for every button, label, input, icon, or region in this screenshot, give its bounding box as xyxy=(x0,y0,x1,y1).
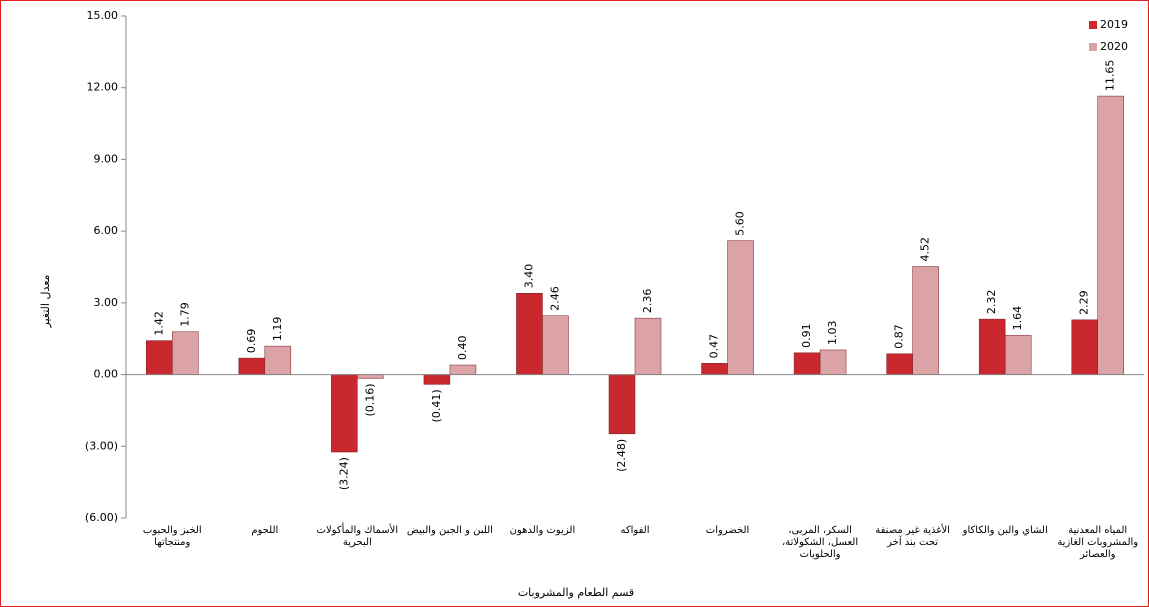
value-label: (3.24) xyxy=(337,457,350,490)
bar xyxy=(886,353,913,375)
x-tick-label: المياه المعدنية والمشروبات الغازية والعص… xyxy=(1057,525,1139,560)
value-label: 0.47 xyxy=(708,334,721,359)
legend-swatch xyxy=(1089,21,1097,29)
value-label: 2.46 xyxy=(548,286,561,311)
bar xyxy=(542,315,569,375)
x-tick-label: اللحوم xyxy=(251,525,279,536)
value-label: (0.41) xyxy=(430,389,443,422)
y-tick-label: 6.00 xyxy=(94,224,119,237)
legend-swatch xyxy=(1089,43,1097,51)
value-label: 4.52 xyxy=(919,237,932,262)
value-label: (0.16) xyxy=(363,383,376,416)
y-tick-label: (6.00) xyxy=(85,511,118,524)
y-tick-label: 0.00 xyxy=(94,368,119,381)
y-axis-title: معدل التغير xyxy=(39,274,52,328)
bar xyxy=(1097,95,1124,375)
bar xyxy=(978,318,1006,375)
bar xyxy=(516,293,543,375)
value-label: 1.19 xyxy=(271,317,284,342)
value-label: 0.69 xyxy=(245,329,258,354)
y-tick-label: 12.00 xyxy=(87,81,119,94)
x-tick-label: الخبز والحبوب ومنتجاتها xyxy=(142,525,202,548)
x-tick-label: الفواكه xyxy=(620,525,650,536)
value-label: 0.87 xyxy=(893,324,906,349)
value-label: 2.29 xyxy=(1078,290,1091,315)
value-label: 5.60 xyxy=(734,211,747,236)
value-label: 1.42 xyxy=(152,311,165,336)
bar xyxy=(634,317,662,375)
bar xyxy=(819,349,847,375)
value-label: 1.64 xyxy=(1011,306,1024,331)
x-axis-title: قسم الطعام والمشروبات xyxy=(518,586,634,599)
value-label: 1.03 xyxy=(826,320,839,345)
bar xyxy=(238,357,266,375)
y-tick-label: (3.00) xyxy=(85,439,118,452)
value-label: (2.48) xyxy=(615,439,628,472)
bar xyxy=(701,363,728,375)
x-tick-label: اللبن و الجبن والبيض xyxy=(406,525,493,536)
bar xyxy=(146,340,173,375)
value-label: 2.36 xyxy=(641,289,654,314)
y-tick-label: 3.00 xyxy=(94,296,119,309)
y-tick-label: 15.00 xyxy=(87,9,119,22)
bar xyxy=(793,352,821,375)
value-label: 2.32 xyxy=(985,290,998,315)
legend-label: 2019 xyxy=(1100,18,1128,31)
x-tick-label: الخضروات xyxy=(705,525,750,536)
value-label: 0.40 xyxy=(456,336,469,361)
bar xyxy=(727,240,754,375)
value-label: 1.79 xyxy=(178,302,191,327)
bar xyxy=(608,374,636,435)
bar xyxy=(423,374,451,385)
bar xyxy=(1004,335,1032,375)
x-tick-label: الأسماك والمأكولات البحرية xyxy=(316,525,399,548)
y-tick-label: 9.00 xyxy=(94,152,119,165)
value-label: 0.91 xyxy=(800,323,813,348)
x-tick-label: الزيوت والدهون xyxy=(509,525,576,536)
value-label: 11.65 xyxy=(1104,60,1117,92)
bar xyxy=(449,364,477,375)
x-tick-label: السكر، المربى، العسل، الشكولاتة، والحلوي… xyxy=(782,525,859,560)
legend-label: 2020 xyxy=(1100,40,1128,53)
x-tick-label: الأغذية غير مصنفة تحت بند آخر xyxy=(875,525,950,548)
value-label: 3.40 xyxy=(522,264,535,289)
x-tick-label: الشاي والبن والكاكاو xyxy=(962,525,1048,536)
bar xyxy=(357,374,384,379)
bar xyxy=(172,331,199,375)
bar xyxy=(912,266,939,375)
bar xyxy=(264,345,292,375)
bar xyxy=(331,374,358,453)
bar xyxy=(1071,319,1098,375)
